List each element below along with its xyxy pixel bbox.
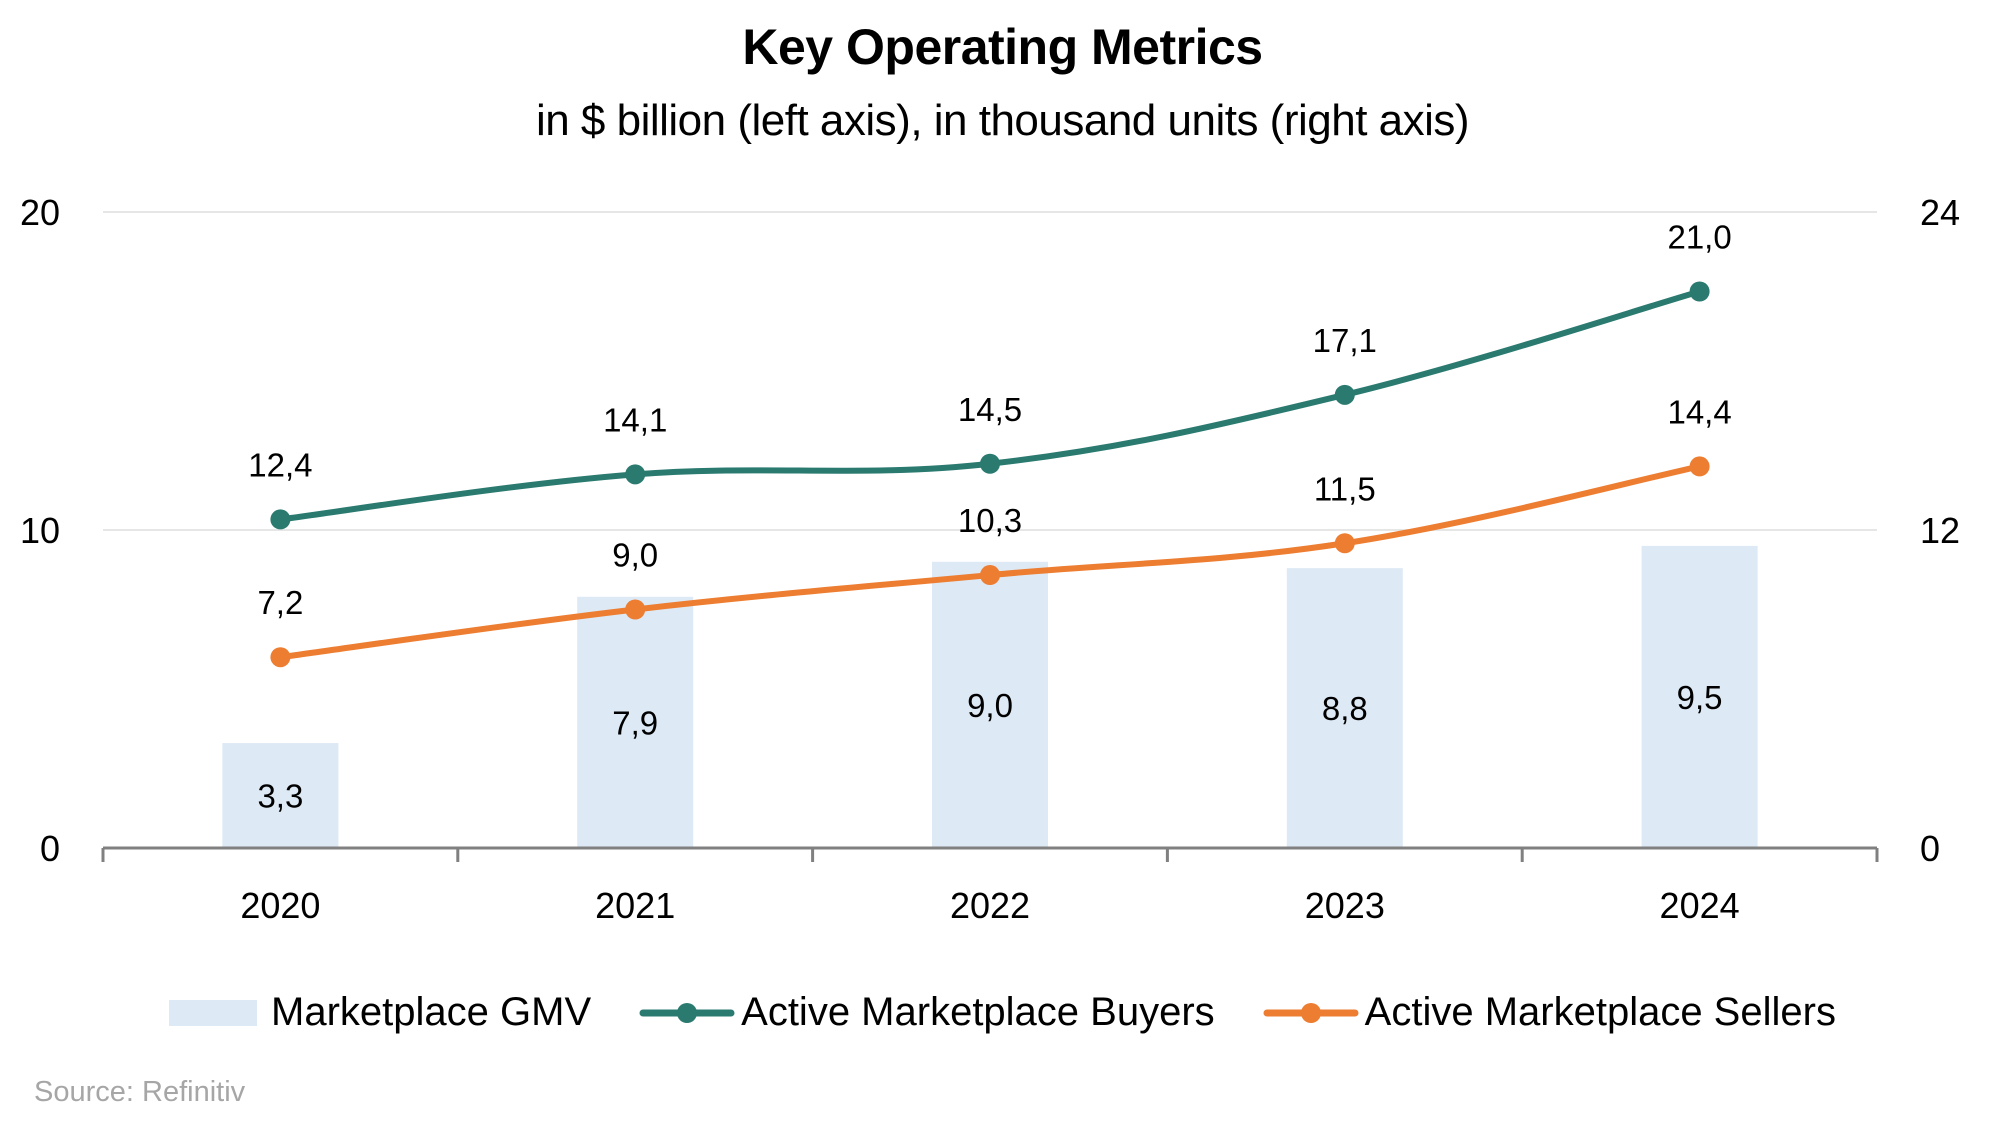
chart-subtitle: in $ billion (left axis), in thousand un… (535, 96, 1470, 145)
axes (101, 846, 1879, 862)
left-axis-tick-label: 0 (40, 828, 60, 869)
bar-gmv-2021 (577, 596, 694, 848)
chart-title: Key Operating Metrics (742, 19, 1263, 75)
legend-label-buyers: Active Marketplace Buyers (741, 990, 1215, 1034)
point-buyers-2024 (1689, 281, 1710, 302)
data-labels: 3,3 7,9 9,0 8,8 9,5 12,4 14,1 14,5 17,1 21,0 7,2 9,… (248, 219, 1731, 815)
line-data-label-sellers: 9,0 (612, 537, 658, 574)
tick-labels: 0 10 20 0 12 24 2020 2021 2022 2023 2024 (20, 192, 1960, 926)
point-sellers-2022 (980, 565, 1000, 586)
bar-gmv-2024 (1641, 545, 1758, 848)
legend-swatch-sellers (1263, 1002, 1359, 1023)
point-sellers-2023 (1334, 533, 1355, 554)
x-axis-tick-label: 2020 (240, 885, 320, 926)
bar-data-label: 9,5 (1677, 679, 1723, 716)
line-series (270, 281, 1710, 668)
point-buyers-2023 (1334, 384, 1355, 405)
bar-gmv-2023 (1286, 568, 1403, 848)
line-data-label-sellers: 10,3 (958, 502, 1022, 539)
point-buyers-2020 (270, 509, 291, 530)
line-data-label-buyers: 12,4 (248, 446, 312, 483)
legend: Marketplace GMV Active Marketplace Buyer… (0, 990, 2005, 1035)
legend-label-gmv: Marketplace GMV (271, 990, 592, 1034)
line-data-label-buyers: 17,1 (1313, 322, 1377, 359)
right-axis-tick-label: 0 (1920, 828, 1940, 869)
source-note: Source: Refinitiv (34, 1076, 246, 1108)
point-buyers-2021 (625, 464, 646, 485)
right-axis-tick-label: 12 (1920, 510, 1960, 551)
point-sellers-2020 (270, 647, 291, 668)
line-data-label-buyers: 14,5 (958, 391, 1022, 428)
line-data-label-sellers: 11,5 (1314, 470, 1376, 507)
bar-data-label: 3,3 (257, 778, 303, 815)
point-sellers-2024 (1689, 456, 1710, 477)
bar-gmv-2022 (932, 561, 1048, 848)
legend-label-sellers: Active Marketplace Sellers (1364, 990, 1836, 1034)
bar-data-label: 9,0 (967, 687, 1013, 724)
x-axis-tick-label: 2024 (1660, 885, 1740, 926)
legend-swatch-gmv (169, 999, 258, 1026)
x-axis-tick-label: 2021 (595, 885, 675, 926)
point-sellers-2021 (625, 599, 646, 620)
left-axis-tick-label: 10 (20, 510, 60, 551)
legend-item-sellers[interactable]: Active Marketplace Sellers (1263, 990, 1836, 1035)
legend-item-buyers[interactable]: Active Marketplace Buyers (639, 990, 1215, 1035)
point-buyers-2022 (980, 453, 1000, 474)
line-data-label-sellers: 7,2 (257, 584, 303, 621)
bar-data-label: 8,8 (1322, 690, 1368, 727)
legend-swatch-buyers (639, 1002, 735, 1023)
gridlines (103, 211, 1877, 531)
line-data-label-sellers: 14,4 (1667, 393, 1731, 430)
chart-area: 3,3 7,9 9,0 8,8 9,5 12,4 14,1 14,5 17,1 21,0 7,2 9,… (20, 192, 1960, 926)
right-axis-tick-label: 24 (1920, 192, 1960, 233)
bar-series-gmv (222, 545, 1758, 848)
bar-data-label: 7,9 (612, 704, 658, 741)
legend-item-gmv[interactable]: Marketplace GMV (169, 990, 591, 1035)
x-axis-tick-label: 2023 (1305, 885, 1385, 926)
line-data-label-buyers: 14,1 (603, 401, 667, 438)
x-axis-tick-label: 2022 (950, 885, 1030, 926)
left-axis-tick-label: 20 (20, 192, 60, 233)
line-data-label-buyers: 21,0 (1667, 219, 1731, 256)
bar-gmv-2020 (222, 743, 339, 848)
